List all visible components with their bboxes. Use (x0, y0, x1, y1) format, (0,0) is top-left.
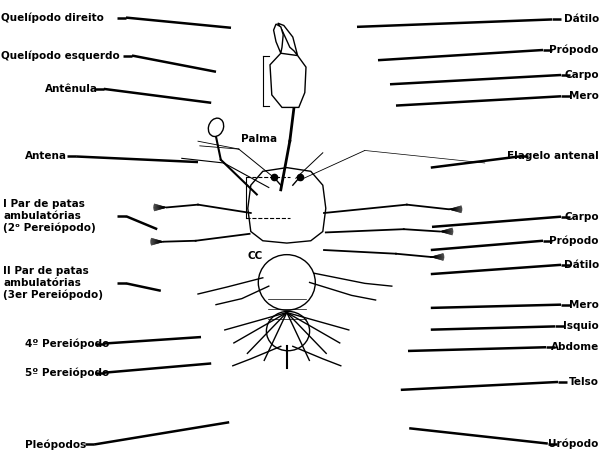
Text: Isquio: Isquio (563, 321, 599, 332)
Text: Quelípodo esquerdo: Quelípodo esquerdo (1, 50, 120, 61)
Text: Própodo: Própodo (550, 236, 599, 246)
Text: CC: CC (248, 250, 263, 261)
Polygon shape (248, 168, 326, 243)
Text: Dátilo: Dátilo (563, 260, 599, 270)
Text: Pleópodos: Pleópodos (25, 439, 86, 450)
Ellipse shape (259, 255, 316, 310)
Text: Flagelo antenal: Flagelo antenal (507, 151, 599, 162)
Ellipse shape (266, 311, 310, 351)
Text: Abdome: Abdome (551, 342, 599, 352)
Text: I Par de patas
ambulatórias
(2ᵒ Pereiópodo): I Par de patas ambulatórias (2ᵒ Pereiópo… (3, 199, 96, 233)
Text: Própodo: Própodo (550, 45, 599, 55)
Text: Mero: Mero (569, 300, 599, 310)
Text: Carpo: Carpo (564, 70, 599, 80)
Text: Quelípodo direito: Quelípodo direito (1, 13, 104, 23)
Text: Urópodo: Urópodo (548, 438, 599, 449)
Text: II Par de patas
ambulatórias
(3er Pereiópodo): II Par de patas ambulatórias (3er Pereió… (3, 266, 103, 300)
Text: Mero: Mero (569, 91, 599, 101)
Text: Antênula: Antênula (45, 84, 98, 94)
Polygon shape (278, 23, 298, 56)
Text: Telso: Telso (569, 377, 599, 387)
Text: Carpo: Carpo (564, 212, 599, 222)
Text: 5º Pereiópodo: 5º Pereiópodo (25, 368, 109, 378)
Ellipse shape (208, 118, 224, 137)
Polygon shape (270, 53, 306, 107)
Text: 4º Pereiópodo: 4º Pereiópodo (25, 338, 110, 349)
Text: Antena: Antena (25, 151, 67, 162)
Text: Palma: Palma (241, 134, 277, 144)
Text: Dátilo: Dátilo (563, 14, 599, 25)
Polygon shape (274, 24, 283, 53)
